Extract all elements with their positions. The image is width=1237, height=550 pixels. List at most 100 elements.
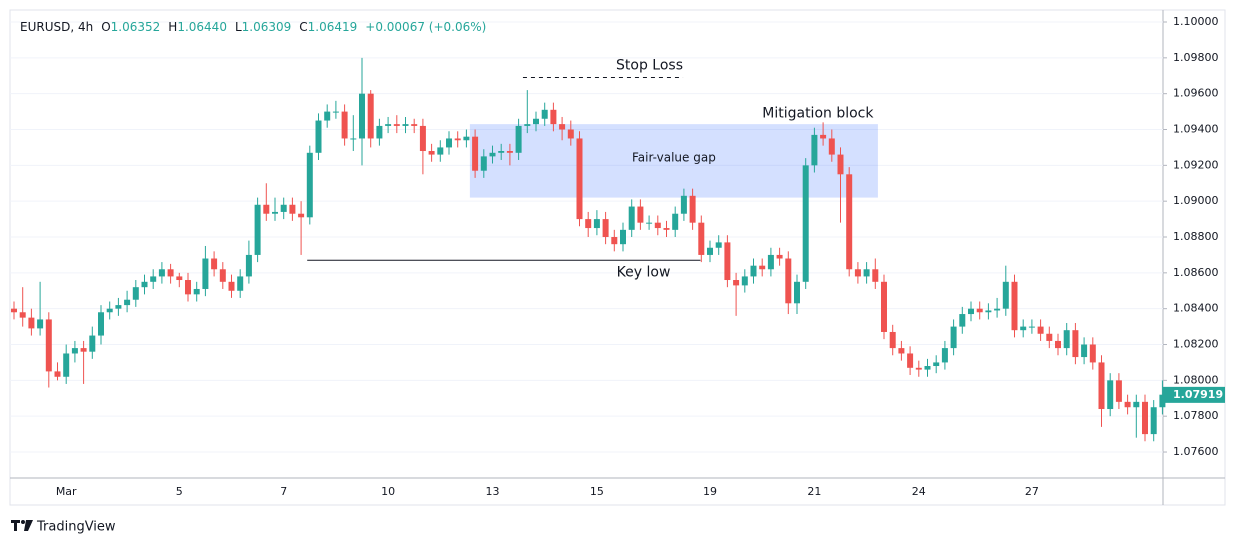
annotations: Fair-value gap Stop Loss Key low Mitigation… bbox=[307, 58, 878, 280]
y-tick-label: 1.08400 bbox=[1173, 302, 1219, 315]
candle-body bbox=[202, 258, 209, 289]
x-tick-label: 7 bbox=[280, 485, 287, 498]
candle-body bbox=[707, 247, 713, 255]
candle-body bbox=[176, 276, 183, 281]
candle-body bbox=[515, 125, 522, 153]
candle-body bbox=[828, 138, 835, 155]
candle-body bbox=[45, 319, 52, 372]
candle-body bbox=[533, 118, 539, 125]
candle-body bbox=[602, 219, 609, 238]
candle-body bbox=[298, 213, 305, 218]
candle-body bbox=[185, 280, 191, 295]
candle-body bbox=[350, 138, 357, 140]
header-item: 1.06440 bbox=[177, 20, 227, 34]
candle-body bbox=[593, 219, 600, 229]
candle-body bbox=[1072, 330, 1079, 358]
candle-body bbox=[167, 269, 174, 277]
candle-body bbox=[54, 371, 61, 377]
candle-body bbox=[1150, 407, 1157, 435]
candle-body bbox=[715, 242, 722, 248]
candle-body bbox=[37, 319, 44, 329]
candle-body bbox=[419, 125, 426, 152]
candle-body bbox=[689, 195, 696, 223]
candle-body bbox=[698, 222, 705, 255]
candle-body bbox=[1037, 326, 1044, 334]
grid bbox=[10, 21, 1163, 453]
y-tick-label: 1.07600 bbox=[1173, 445, 1219, 458]
watermark-logo bbox=[11, 520, 33, 531]
candle-body bbox=[332, 111, 339, 113]
candle-body bbox=[680, 195, 687, 214]
candle-body bbox=[1081, 344, 1088, 358]
level-label: Stop Loss bbox=[616, 58, 683, 74]
candle-body bbox=[254, 204, 261, 255]
candle-body bbox=[550, 109, 557, 125]
header-item: 1.06419 bbox=[308, 20, 358, 34]
candle-body bbox=[1028, 326, 1035, 328]
candle-body bbox=[854, 269, 861, 277]
y-tick-label: 1.09000 bbox=[1173, 194, 1219, 207]
candle-body bbox=[802, 165, 809, 282]
candle-body bbox=[376, 125, 383, 139]
header-item: 1.06309 bbox=[242, 20, 292, 34]
y-tick-label: 1.09200 bbox=[1173, 158, 1219, 171]
candle-body bbox=[1089, 344, 1096, 363]
header: EURUSD, 4h O1.06352 H1.06440 L1.06309 C1.064… bbox=[20, 20, 486, 34]
candle-body bbox=[472, 136, 479, 171]
candle-body bbox=[1098, 362, 1105, 410]
candle-body bbox=[907, 353, 914, 368]
chart-border bbox=[9, 9, 1226, 506]
candle-body bbox=[576, 138, 583, 220]
candle-body bbox=[767, 254, 774, 270]
x-tick-label: 19 bbox=[703, 485, 717, 498]
candle-body bbox=[11, 308, 17, 313]
candle-body bbox=[1142, 401, 1148, 435]
candle-body bbox=[228, 281, 235, 291]
header-text: EURUSD, 4h O1.06352 H1.06440 L1.06309 C1.064… bbox=[20, 20, 486, 34]
candle-body bbox=[846, 174, 853, 270]
header-item: C bbox=[299, 20, 307, 34]
y-tick-label: 1.08200 bbox=[1173, 338, 1219, 351]
header-item: L bbox=[235, 20, 242, 34]
y-tick-label: 1.09600 bbox=[1173, 87, 1219, 100]
logo-part bbox=[14, 520, 17, 531]
last-price-box bbox=[1163, 386, 1225, 403]
header-item: O bbox=[101, 20, 110, 34]
candle-body bbox=[741, 276, 748, 286]
candle-body bbox=[489, 152, 496, 157]
candle-body bbox=[263, 204, 270, 214]
watermark: TradingView bbox=[36, 520, 116, 535]
candle-body bbox=[959, 314, 966, 327]
header-item: 1.06352 bbox=[111, 20, 161, 34]
x-tick-label: 5 bbox=[176, 485, 183, 498]
candle-body bbox=[19, 312, 26, 318]
candle-body bbox=[837, 154, 844, 175]
candle-body bbox=[393, 124, 400, 126]
candle-body bbox=[1159, 394, 1166, 408]
x-tick-label: 15 bbox=[590, 485, 604, 498]
candle-body bbox=[385, 124, 392, 126]
candle-body bbox=[585, 219, 592, 229]
candle-body bbox=[976, 308, 983, 313]
candle-body bbox=[628, 206, 635, 230]
level-label: Key low bbox=[617, 264, 671, 280]
candle-body bbox=[80, 348, 87, 352]
candle-body bbox=[567, 129, 574, 139]
candle-body bbox=[1063, 330, 1070, 349]
candle-body bbox=[1124, 401, 1131, 408]
candle-body bbox=[150, 276, 157, 282]
last-price-label: 1.07919 bbox=[1173, 388, 1223, 401]
candle-body bbox=[637, 206, 644, 223]
candle-body bbox=[915, 367, 922, 370]
candle-body bbox=[71, 348, 78, 354]
candle-body bbox=[759, 265, 766, 270]
candle-body bbox=[1107, 380, 1114, 410]
candle-body bbox=[924, 366, 931, 370]
candle-body bbox=[132, 287, 139, 300]
candle-body bbox=[428, 151, 435, 155]
candle-body bbox=[1020, 326, 1027, 331]
candle-body bbox=[237, 276, 244, 291]
candle-body bbox=[193, 288, 200, 295]
